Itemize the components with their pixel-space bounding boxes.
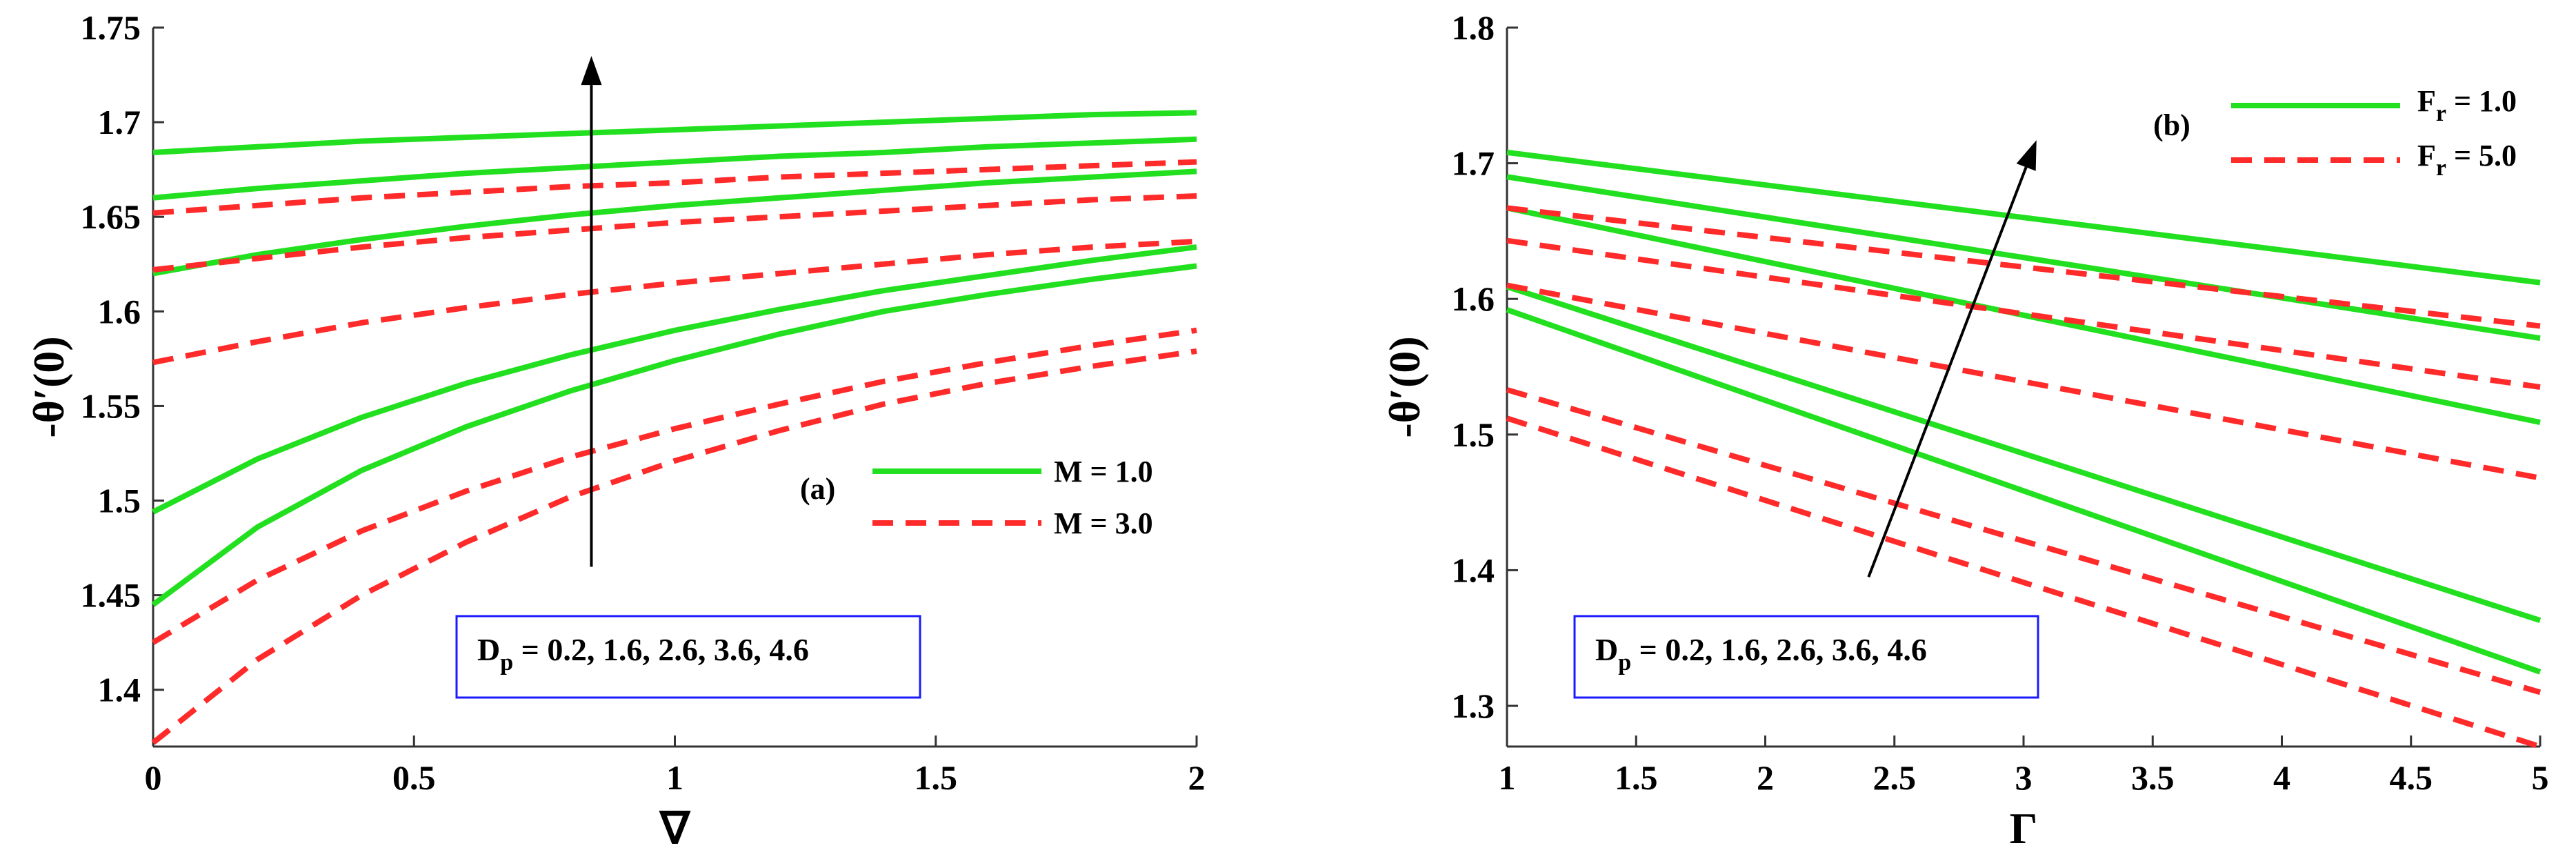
y-axis-label: -θ′(0) [1380,336,1429,437]
panel-b: 1.3 1.4 1.5 1.6 1.7 1.8 1 1.5 2 2.5 3 3.5 4 4.5 5 Γ -θ′(… [1380,8,2549,853]
y-tick-label: 1.7 [98,103,141,141]
x-tick-label: 1 [1499,758,1516,797]
x-tick-label: 3 [2015,758,2033,797]
series-line [152,238,1197,366]
x-tick-label: 0 [145,758,162,797]
legend-label: Fr = 5.0 [2417,139,2517,181]
series-line [1506,237,2541,390]
x-tick-label: 1.5 [915,758,958,797]
legend-label: M = 1.0 [1054,455,1153,488]
series-line [1506,205,2541,426]
series-line [151,327,1197,645]
annotation-box [1573,615,2039,699]
y-tick-label: 1.65 [81,197,141,236]
x-tick-label: 2 [1757,758,1774,797]
y-tick-label: 1.8 [1452,8,1495,47]
annotation-box [455,615,921,699]
y-axis-label: -θ′(0) [24,336,73,437]
series-line [1506,387,2542,695]
y-tick-label: 1.5 [98,482,141,520]
series-line [1506,205,2541,329]
panel-a: 1.4 1.45 1.5 1.55 1.6 1.65 1.7 1.75 0 0.5 1 1.5 2 ∇ -θ… [24,8,1206,853]
series-line [152,136,1197,201]
panel-label: (a) [800,472,835,506]
x-tick-label: 2.5 [1873,758,1917,797]
legend-label: Fr = 1.0 [2417,84,2517,126]
y-tick-label: 1.6 [1452,279,1495,318]
trend-arrow-line [1867,166,2028,577]
x-tick-label: 5 [2532,758,2549,797]
series-line [151,263,1197,607]
y-tick-label: 1.55 [81,386,141,425]
series-line [152,244,1197,515]
panel-label: (b) [2153,108,2190,142]
y-tick-label: 1.7 [1452,144,1495,183]
series-line [152,193,1197,273]
series-line [1506,149,2541,286]
series-line [1506,307,2542,675]
y-tick-label: 1.6 [98,292,141,330]
series-line [152,110,1197,155]
series-line [152,168,1197,277]
series-line [1506,174,2541,342]
y-tick-label: 1.4 [98,671,141,709]
x-tick-label: 2 [1188,758,1206,797]
x-tick-label: 4.5 [2390,758,2433,797]
series-line [1506,282,2541,481]
series-line [1506,415,2542,749]
y-tick-label: 1.45 [81,576,141,615]
x-axis-label: Γ [2010,804,2038,853]
series-line [152,159,1197,216]
y-tick-label: 1.5 [1452,415,1495,454]
series-line [151,348,1197,745]
series-line [1506,284,2542,623]
legend-label: M = 3.0 [1054,506,1153,540]
y-tick-label: 1.4 [1452,551,1495,589]
trend-arrow-head [2016,140,2037,171]
y-tick-label: 1.75 [81,8,141,47]
x-tick-label: 0.5 [392,758,436,797]
x-tick-label: 4 [2273,758,2290,797]
annotation-text: Dp = 0.2, 1.6, 2.6, 3.6, 4.6 [477,632,809,675]
y-tick-label: 1.3 [1452,687,1495,725]
x-tick-label: 1.5 [1615,758,1658,797]
x-tick-label: 3.5 [2131,758,2175,797]
trend-arrow-head [581,56,602,86]
x-tick-label: 1 [666,758,683,797]
x-axis-label: ∇ [659,804,691,853]
annotation-text: Dp = 0.2, 1.6, 2.6, 3.6, 4.6 [1595,632,1927,675]
